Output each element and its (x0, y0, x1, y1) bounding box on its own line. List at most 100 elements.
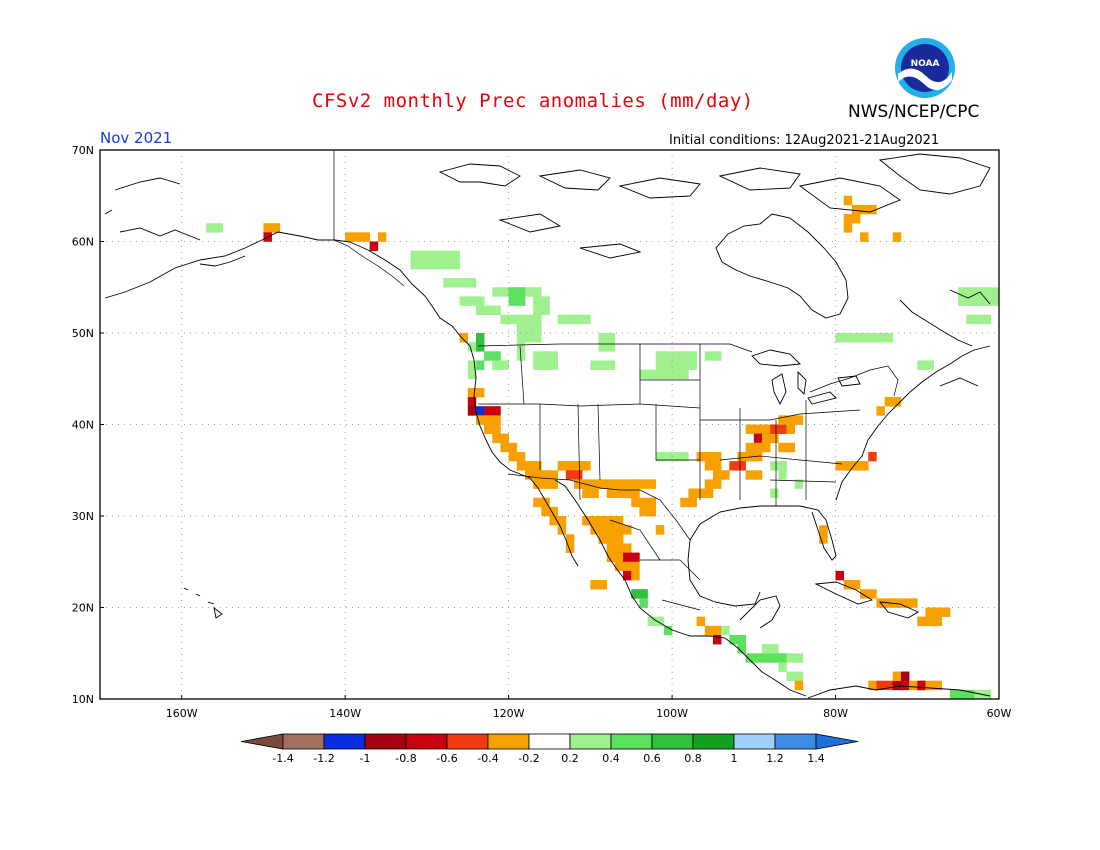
anomaly-cell (467, 397, 477, 407)
anomaly-cell (688, 488, 714, 498)
lon-tick-label: 60W (987, 707, 1012, 720)
anomaly-cell (467, 342, 477, 352)
colorbar-label: -1.2 (313, 752, 334, 765)
anomaly-cell (712, 634, 722, 645)
anomaly-cell (475, 415, 501, 425)
anomaly-cell (345, 232, 370, 242)
anomaly-cell (745, 653, 771, 663)
anomaly-cell (712, 470, 730, 480)
anomaly-cell (761, 644, 779, 654)
anomaly-cells (206, 195, 1000, 700)
colorbar-swatch (774, 733, 817, 750)
anomaly-cell (647, 616, 665, 627)
anomaly-cell (557, 314, 591, 325)
anomaly-cell (598, 333, 616, 352)
anomaly-cell (843, 580, 861, 590)
anomaly-cell (263, 223, 281, 233)
anomaly-cell (770, 424, 787, 434)
political-borders (333, 150, 899, 611)
colorbar-swatch (692, 733, 735, 750)
anomaly-cell (843, 223, 853, 233)
lat-tick-label: 30N (72, 510, 94, 523)
lon-tick-label: 140W (329, 707, 361, 720)
colorbar-label: 1 (731, 752, 738, 765)
anomaly-cell (631, 479, 657, 489)
colorbar-label: -1 (360, 752, 371, 765)
noaa-logo-icon: NOAA (895, 38, 955, 98)
colorbar-swatch (364, 733, 407, 750)
anomaly-cell (900, 598, 918, 608)
colorbar-swatch (487, 733, 530, 750)
anomaly-cell (925, 607, 951, 617)
anomaly-cell (590, 525, 632, 535)
colorbar: -1.4 -1.2 -1 -0.8 -0.6 -0.4 -0.2 0.2 0.4 0.6 0.8 1 1… (240, 733, 859, 765)
anomaly-cell (524, 470, 558, 480)
colorbar-over-triangle (815, 733, 859, 750)
anomaly-cell (475, 406, 485, 416)
lat-tick-label: 50N (72, 327, 94, 340)
anomaly-cell (729, 634, 746, 645)
anomaly-cell (484, 424, 501, 434)
lon-tick-label: 160W (166, 707, 198, 720)
anomaly-cell (475, 333, 485, 352)
colorbar-label: -0.2 (518, 752, 539, 765)
anomaly-cell (704, 351, 722, 361)
colorbar-label: -0.4 (477, 752, 498, 765)
coastlines (104, 153, 991, 699)
anomaly-cell (770, 653, 787, 663)
anomaly-cell (778, 662, 787, 672)
anomaly-cell (786, 424, 795, 434)
anomaly-cell (966, 314, 992, 325)
lon-tick-label: 120W (493, 707, 525, 720)
anomaly-cell (582, 516, 624, 526)
anomaly-cell (565, 470, 583, 480)
lat-tick-label: 40N (72, 419, 94, 432)
anomaly-cell (835, 570, 845, 581)
colorbar-swatch (610, 733, 653, 750)
colorbar-swatch (323, 733, 366, 750)
anomaly-cell (835, 333, 869, 343)
anomaly-cell (631, 589, 648, 599)
anomaly-cell (721, 625, 730, 636)
anomaly-cell (606, 543, 632, 553)
anomaly-cell (541, 506, 558, 517)
anomaly-cell (623, 552, 640, 563)
colorbar-swatch (569, 733, 612, 750)
anomaly-cell (729, 461, 746, 471)
anomaly-cell (778, 442, 795, 453)
colorbar-label: -1.4 (272, 752, 293, 765)
anomaly-cell (778, 461, 787, 480)
anomaly-cell (631, 570, 640, 581)
colorbar-label: 0.2 (561, 752, 579, 765)
anomaly-cell (492, 360, 509, 370)
anomaly-cell (443, 278, 477, 288)
anomaly-cell (533, 351, 558, 370)
lat-tick-label: 70N (72, 144, 94, 157)
anomaly-cell (949, 689, 975, 700)
anomaly-cell (663, 625, 673, 636)
anomaly-cell (459, 333, 469, 343)
anomaly-cell (557, 461, 591, 471)
anomaly-cell (917, 616, 943, 627)
anomaly-cell (843, 195, 853, 206)
anomaly-cell (598, 534, 624, 544)
anomaly-cell (492, 433, 509, 444)
anomaly-cell (696, 616, 706, 627)
anomaly-cell (606, 552, 624, 563)
anomaly-cell (794, 479, 804, 489)
anomaly-cell (868, 680, 877, 691)
anomaly-cell (786, 653, 804, 663)
anomaly-cell (860, 461, 869, 471)
forecast-month: Nov 2021 (100, 129, 173, 147)
anomaly-cell (590, 360, 616, 370)
anomaly-cell (900, 680, 910, 691)
anomaly-cell (696, 451, 722, 462)
anomaly-cell (892, 232, 902, 242)
anomaly-cell (533, 479, 558, 489)
map-background (100, 150, 999, 699)
anomaly-cell (737, 644, 746, 654)
anomaly-cell (958, 287, 1000, 306)
anomaly-cell (377, 232, 387, 242)
colorbar-label: 1.4 (807, 752, 825, 765)
anomaly-cell (516, 323, 542, 343)
